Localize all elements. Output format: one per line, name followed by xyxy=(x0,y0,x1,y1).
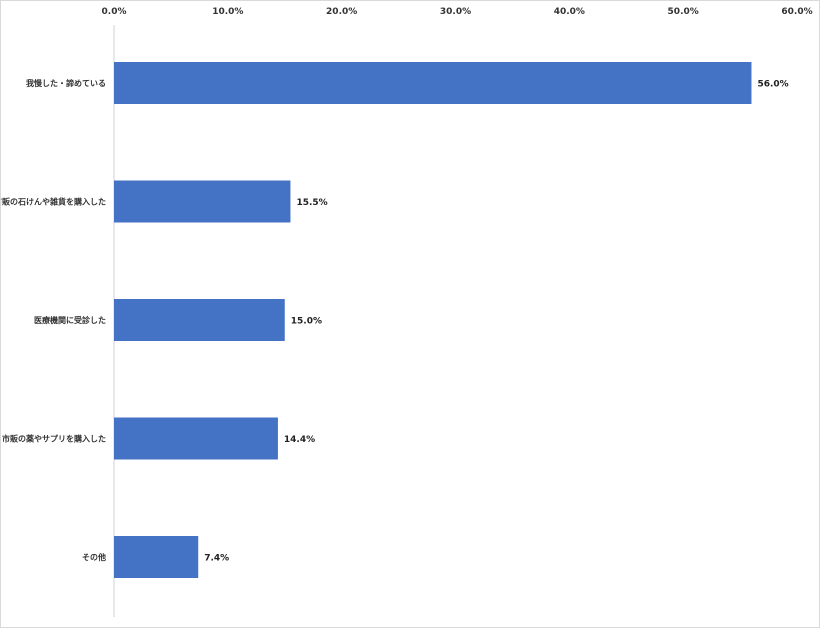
category-label: 市販の薬やサプリを購入した xyxy=(2,434,106,444)
category-label: 医療機関に受診した xyxy=(34,315,106,325)
data-label: 15.0% xyxy=(291,317,322,327)
x-tick-label: 0.0% xyxy=(102,7,127,17)
bar xyxy=(114,417,278,460)
bars xyxy=(114,62,752,578)
x-tick-label: 10.0% xyxy=(212,7,243,17)
x-tick-label: 50.0% xyxy=(668,7,699,17)
x-axis: 0.0% 10.0% 20.0% 30.0% 40.0% 50.0% 60.0% xyxy=(102,7,813,617)
x-tick-label: 40.0% xyxy=(554,7,585,17)
category-label: 我慢した・諦めている xyxy=(26,78,106,88)
category-label: その他 xyxy=(82,552,106,562)
bar xyxy=(114,536,199,578)
data-label: 14.4% xyxy=(284,435,315,445)
labels: 我慢した・諦めている 56.0% 市販の石けんや雑貨を購入した 15.5% 医療機関に受… xyxy=(1,78,789,564)
data-label: 15.5% xyxy=(296,198,327,208)
x-tick-label: 60.0% xyxy=(781,7,812,17)
x-tick-label: 30.0% xyxy=(440,7,471,17)
x-tick-label: 20.0% xyxy=(326,7,357,17)
data-label: 56.0% xyxy=(757,80,788,90)
data-label: 7.4% xyxy=(204,554,229,564)
category-label: 市販の石けんや雑貨を購入した xyxy=(1,197,106,207)
bar xyxy=(114,299,285,341)
bar xyxy=(114,62,752,104)
bar xyxy=(114,180,291,223)
